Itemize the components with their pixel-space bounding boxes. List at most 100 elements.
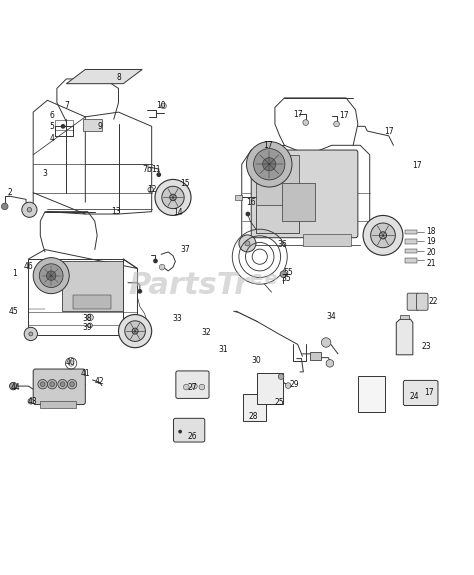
Circle shape	[156, 172, 161, 177]
Text: 27: 27	[187, 382, 197, 392]
Bar	[405, 258, 417, 263]
Bar	[77, 371, 82, 402]
Circle shape	[125, 321, 146, 342]
Text: 39: 39	[83, 323, 92, 332]
Bar	[358, 376, 385, 412]
Circle shape	[1, 203, 8, 210]
Circle shape	[137, 289, 142, 294]
Text: 6: 6	[50, 112, 55, 120]
FancyBboxPatch shape	[417, 293, 428, 310]
Circle shape	[50, 382, 55, 386]
Circle shape	[239, 235, 256, 252]
Text: 17: 17	[424, 388, 434, 397]
Text: 31: 31	[218, 344, 228, 354]
Bar	[303, 234, 351, 246]
FancyBboxPatch shape	[251, 150, 358, 237]
Bar	[62, 262, 123, 311]
Text: 45: 45	[9, 306, 18, 316]
Circle shape	[28, 398, 34, 404]
Text: 46: 46	[24, 262, 33, 271]
Text: 34: 34	[326, 312, 336, 321]
Text: 28: 28	[249, 412, 258, 421]
Bar	[400, 315, 409, 319]
Circle shape	[24, 327, 37, 340]
Text: 24: 24	[410, 392, 419, 401]
FancyBboxPatch shape	[403, 381, 438, 405]
Text: 17: 17	[412, 160, 422, 170]
Bar	[40, 401, 76, 408]
Text: 35: 35	[282, 274, 292, 282]
Text: 43: 43	[27, 397, 37, 406]
Text: 17: 17	[263, 141, 273, 150]
Circle shape	[245, 241, 250, 246]
Polygon shape	[396, 319, 413, 355]
Circle shape	[27, 208, 32, 212]
Text: 36: 36	[277, 240, 287, 250]
Circle shape	[159, 264, 165, 270]
Bar	[256, 205, 299, 233]
Text: 7b: 7b	[142, 166, 152, 174]
Circle shape	[38, 380, 47, 389]
Circle shape	[379, 232, 387, 239]
Bar	[83, 119, 102, 131]
Text: 21: 21	[427, 259, 436, 269]
Circle shape	[33, 258, 69, 294]
Bar	[235, 195, 242, 200]
Text: 7: 7	[64, 101, 69, 109]
Text: 40: 40	[65, 358, 75, 367]
Circle shape	[246, 212, 250, 216]
Circle shape	[29, 332, 33, 336]
Circle shape	[161, 103, 166, 109]
Text: 8: 8	[116, 74, 121, 82]
Text: 13: 13	[111, 207, 121, 216]
Text: 12: 12	[147, 185, 156, 194]
Text: 55: 55	[283, 268, 293, 277]
Circle shape	[254, 148, 285, 180]
Circle shape	[46, 271, 56, 281]
Circle shape	[246, 141, 292, 187]
Text: 2: 2	[7, 188, 12, 197]
Circle shape	[326, 359, 334, 367]
FancyBboxPatch shape	[176, 371, 209, 398]
Text: 10: 10	[156, 101, 166, 109]
Bar	[257, 373, 283, 404]
Text: 1: 1	[12, 269, 17, 278]
Circle shape	[162, 186, 184, 209]
Circle shape	[285, 383, 291, 389]
Bar	[34, 371, 40, 402]
Circle shape	[178, 430, 182, 434]
Text: 23: 23	[422, 342, 431, 351]
Circle shape	[363, 216, 403, 255]
Circle shape	[40, 382, 45, 386]
Text: 33: 33	[173, 314, 182, 323]
Circle shape	[148, 187, 154, 193]
Circle shape	[22, 202, 37, 217]
Circle shape	[334, 121, 339, 127]
Text: 19: 19	[427, 237, 436, 247]
Text: 30: 30	[251, 356, 261, 366]
Text: 14: 14	[173, 208, 182, 217]
Text: 15: 15	[180, 179, 190, 187]
Circle shape	[183, 384, 189, 390]
Circle shape	[132, 328, 138, 334]
Bar	[405, 229, 417, 235]
Text: 41: 41	[81, 369, 90, 378]
Bar	[73, 294, 111, 309]
Text: 37: 37	[180, 245, 190, 254]
Circle shape	[263, 158, 276, 171]
Circle shape	[153, 259, 158, 263]
Text: 18: 18	[427, 227, 436, 236]
Text: 32: 32	[201, 328, 211, 337]
Circle shape	[39, 264, 63, 288]
Circle shape	[155, 179, 191, 216]
Bar	[243, 394, 266, 421]
Circle shape	[321, 338, 331, 347]
Text: 42: 42	[95, 377, 104, 386]
Text: 9: 9	[97, 122, 102, 131]
FancyBboxPatch shape	[173, 419, 205, 442]
Circle shape	[9, 382, 17, 390]
Bar	[282, 183, 315, 221]
Text: 17: 17	[384, 126, 393, 136]
Circle shape	[371, 223, 395, 248]
Bar	[405, 248, 417, 254]
